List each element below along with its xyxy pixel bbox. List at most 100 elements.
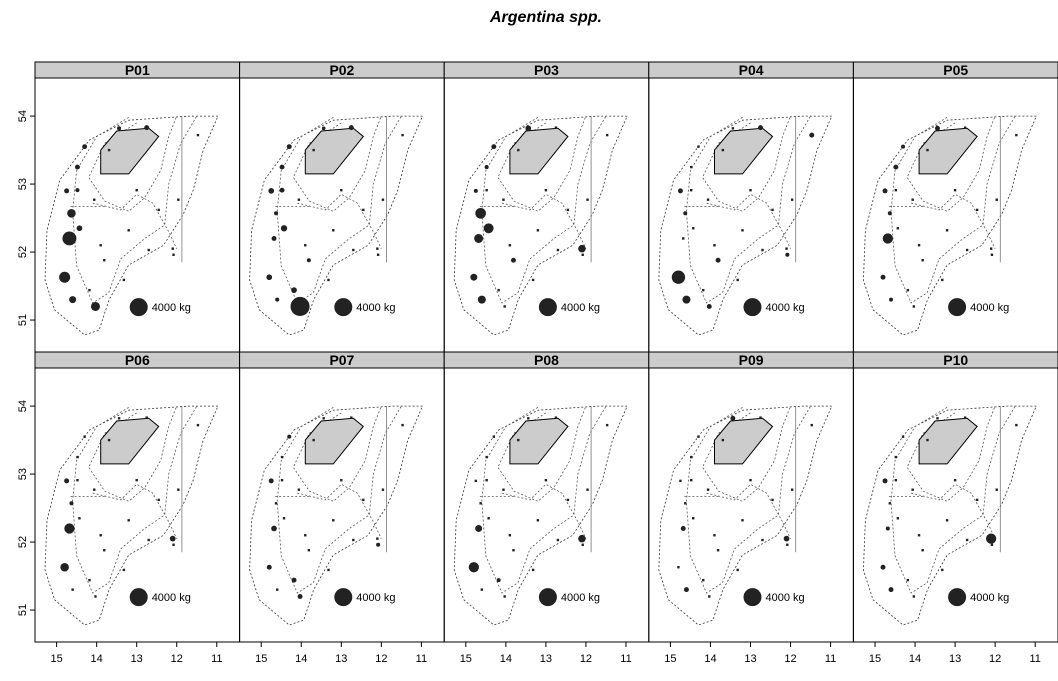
catch-bubble bbox=[888, 587, 894, 593]
zero-catch bbox=[352, 248, 355, 252]
catch-bubble bbox=[882, 233, 893, 244]
strip-label: P02 bbox=[329, 62, 354, 78]
zero-catch bbox=[480, 588, 484, 591]
zero-catch bbox=[122, 568, 126, 572]
zero-catch bbox=[926, 148, 929, 152]
catch-bubble bbox=[893, 164, 899, 170]
zero-catch bbox=[352, 538, 355, 542]
zero-catch bbox=[71, 588, 74, 591]
zero-catch bbox=[322, 417, 325, 420]
catch-bubble bbox=[279, 164, 285, 170]
panel: P01 4000 kg bbox=[34, 61, 241, 353]
zero-catch bbox=[362, 498, 365, 502]
strip-label: P04 bbox=[739, 62, 764, 78]
zero-catch bbox=[135, 188, 138, 192]
zero-catch bbox=[736, 278, 739, 282]
catch-bubble bbox=[291, 577, 297, 583]
zero-catch bbox=[172, 253, 175, 256]
catch-bubble bbox=[475, 524, 483, 532]
zero-catch bbox=[554, 126, 558, 129]
legend-label: 4000 kg bbox=[561, 592, 600, 604]
zero-catch bbox=[492, 435, 496, 438]
zero-catch bbox=[566, 498, 570, 502]
island bbox=[509, 127, 569, 175]
zero-catch bbox=[135, 478, 138, 482]
zero-catch bbox=[503, 595, 506, 598]
zero-catch bbox=[741, 519, 744, 522]
zero-catch bbox=[78, 517, 81, 520]
island bbox=[918, 127, 978, 175]
catch-bubble bbox=[901, 144, 906, 149]
zero-catch bbox=[99, 244, 102, 247]
zero-catch bbox=[990, 543, 994, 546]
strip-label: P10 bbox=[943, 352, 968, 368]
zero-catch bbox=[888, 502, 892, 505]
contour bbox=[911, 483, 996, 539]
catch-bubble bbox=[578, 244, 586, 253]
catch-bubble bbox=[290, 296, 310, 316]
zero-catch bbox=[786, 543, 789, 546]
zero-catch bbox=[936, 417, 939, 420]
island bbox=[714, 417, 774, 465]
legend-bubble bbox=[743, 588, 762, 607]
zero-catch bbox=[586, 198, 589, 201]
zero-catch bbox=[147, 248, 150, 252]
catch-bubble bbox=[477, 295, 486, 304]
legend-bubble bbox=[538, 298, 557, 317]
strip-label: P01 bbox=[125, 62, 150, 78]
zero-catch bbox=[127, 519, 130, 522]
legend-bubble bbox=[129, 298, 148, 317]
catch-bubble bbox=[271, 525, 277, 532]
zero-catch bbox=[147, 538, 150, 542]
zero-catch bbox=[177, 198, 180, 201]
zero-catch bbox=[995, 198, 998, 201]
zero-catch bbox=[989, 247, 993, 250]
catch-bubble bbox=[882, 188, 888, 194]
y-tick-label: 52 bbox=[17, 246, 29, 258]
contour bbox=[92, 483, 178, 539]
contour bbox=[501, 193, 587, 249]
catch-bubble bbox=[275, 297, 280, 302]
strip-label: P09 bbox=[739, 352, 764, 368]
zero-catch bbox=[741, 229, 744, 232]
legend-label: 4000 kg bbox=[152, 302, 191, 314]
x-tick-label: 12 bbox=[580, 653, 592, 665]
catch-bubble bbox=[75, 188, 80, 193]
catch-bubble bbox=[809, 132, 815, 138]
zero-catch bbox=[990, 253, 994, 256]
zero-catch bbox=[485, 455, 488, 459]
contour bbox=[706, 193, 791, 249]
zero-catch bbox=[157, 498, 160, 502]
y-tick-label: 51 bbox=[17, 314, 29, 326]
zero-catch bbox=[376, 253, 380, 256]
catch-bubble bbox=[64, 188, 70, 194]
x-tick-label: 13 bbox=[949, 653, 961, 665]
zero-catch bbox=[497, 288, 500, 292]
legend-label: 4000 kg bbox=[766, 592, 805, 604]
zero-catch bbox=[554, 416, 558, 419]
zero-catch bbox=[276, 588, 279, 591]
zero-catch bbox=[975, 208, 979, 212]
x-tick-label: 12 bbox=[989, 653, 1001, 665]
panel: P02 4000 kg bbox=[239, 61, 445, 353]
catch-bubble bbox=[935, 125, 940, 131]
zero-catch bbox=[906, 578, 910, 582]
x-tick-label: 15 bbox=[460, 653, 472, 665]
strip-label: P05 bbox=[943, 62, 968, 78]
zero-catch bbox=[921, 259, 924, 262]
strip-label: P03 bbox=[534, 62, 559, 78]
y-tick-label: 54 bbox=[17, 400, 29, 412]
zero-catch bbox=[556, 248, 560, 252]
catch-bubble bbox=[785, 252, 790, 257]
zero-catch bbox=[327, 568, 330, 572]
zero-catch bbox=[502, 198, 505, 201]
zero-catch bbox=[697, 435, 700, 438]
zero-catch bbox=[172, 543, 175, 546]
zero-catch bbox=[677, 566, 680, 569]
island bbox=[304, 417, 364, 465]
zero-catch bbox=[297, 198, 301, 201]
x-tick-label: 15 bbox=[50, 653, 62, 665]
catch-bubble bbox=[468, 562, 479, 573]
zero-catch bbox=[581, 543, 584, 546]
